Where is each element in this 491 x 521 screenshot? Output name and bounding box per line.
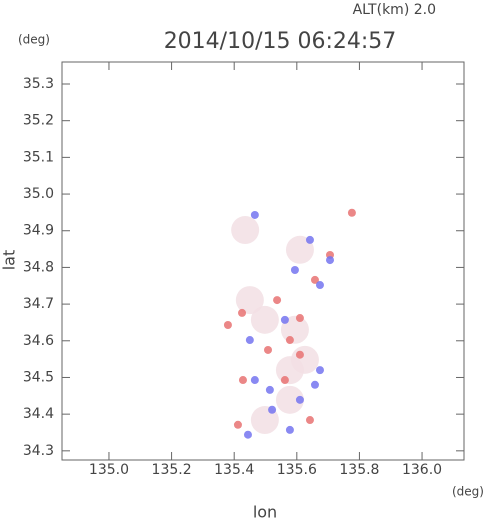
data-point	[280, 315, 289, 324]
y-tick-label: 34.8	[23, 259, 54, 275]
y-axis-label: lat	[0, 250, 19, 271]
data-point	[235, 286, 264, 315]
x-tick-label: 135.4	[214, 462, 254, 478]
data-point	[250, 376, 259, 385]
x-tick-label: 135.2	[152, 462, 192, 478]
data-point	[231, 216, 260, 245]
data-point	[264, 345, 273, 354]
data-point	[250, 305, 279, 334]
data-point	[250, 210, 259, 219]
data-point	[305, 416, 314, 425]
data-point	[275, 356, 304, 385]
y-tick-label: 34.9	[23, 223, 54, 239]
data-point	[243, 430, 252, 439]
data-point	[315, 281, 324, 290]
data-point	[245, 336, 254, 345]
y-tick-label: 34.3	[23, 443, 54, 459]
data-point	[285, 425, 294, 434]
plot-frame	[61, 61, 465, 461]
data-point	[233, 420, 242, 429]
y-tick-label: 34.4	[23, 406, 54, 422]
data-point	[273, 296, 282, 305]
data-point	[285, 336, 294, 345]
data-point	[275, 385, 304, 414]
x-tick-label: 135.6	[277, 462, 317, 478]
x-axis-label: lon	[253, 503, 277, 521]
data-point	[310, 275, 319, 284]
x-unit: (deg)	[452, 485, 484, 499]
y-tick-label: 34.6	[23, 333, 54, 349]
data-point	[305, 235, 314, 244]
x-tick-label: 135.0	[89, 462, 129, 478]
y-tick-label: 35.1	[23, 149, 54, 165]
data-point	[285, 235, 314, 264]
data-point	[347, 208, 356, 217]
y-tick-label: 34.5	[23, 369, 54, 385]
chart-title: 2014/10/15 06:24:57	[164, 29, 397, 54]
y-tick-label: 35.2	[23, 113, 54, 129]
y-tick-label: 35.0	[23, 186, 54, 202]
data-point	[326, 256, 334, 265]
data-point	[268, 405, 277, 414]
data-point	[280, 376, 289, 385]
data-point	[223, 321, 232, 330]
data-point	[290, 265, 299, 274]
y-tick-label: 35.3	[23, 76, 54, 92]
data-point	[238, 308, 247, 317]
x-tick-label: 135.8	[339, 462, 379, 478]
y-unit: (deg)	[18, 33, 50, 47]
data-point	[238, 376, 247, 385]
data-point	[315, 366, 324, 375]
data-point	[265, 385, 274, 394]
data-point	[295, 395, 304, 404]
x-tick-label: 136.0	[402, 462, 442, 478]
data-point	[310, 380, 319, 389]
y-tick-label: 34.7	[23, 296, 54, 312]
data-point	[295, 314, 304, 323]
data-point	[295, 350, 304, 359]
annotation: ALT(km) 2.0	[353, 2, 436, 18]
